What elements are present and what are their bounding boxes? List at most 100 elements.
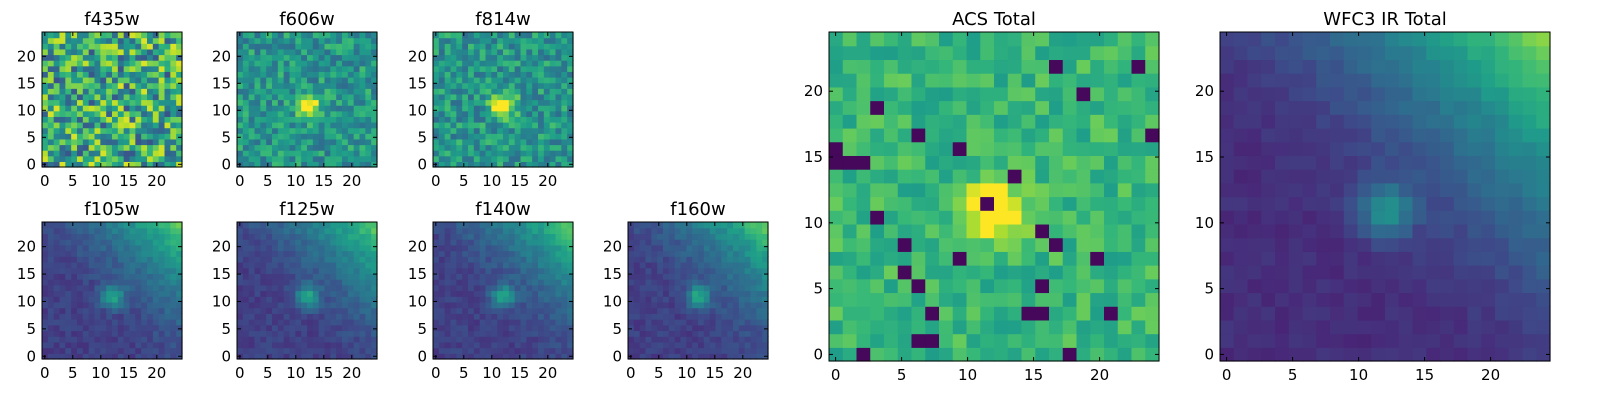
heatmap-cell: [1022, 210, 1036, 224]
heatmap-cell: [272, 319, 278, 325]
heatmap-cell: [284, 245, 290, 251]
heatmap-cell: [89, 262, 95, 268]
heatmap-cell: [898, 279, 912, 293]
heatmap-cell: [727, 239, 733, 245]
heatmap-cell: [290, 111, 296, 117]
heatmap-cell: [439, 313, 445, 319]
heatmap-cell: [348, 83, 354, 89]
heatmap-cell: [342, 116, 348, 122]
heatmap-cell: [561, 111, 567, 117]
heatmap-cell: [165, 291, 171, 297]
heatmap-cell: [939, 238, 953, 252]
heatmap-cell: [112, 239, 118, 245]
heatmap-cell: [556, 222, 562, 228]
heatmap-cell: [336, 296, 342, 302]
heatmap-cell: [634, 285, 640, 291]
heatmap-cell: [95, 128, 101, 134]
heatmap-cell: [681, 313, 687, 319]
heatmap-cell: [925, 87, 939, 101]
heatmap-cell: [544, 139, 550, 145]
heatmap-cell: [83, 94, 89, 100]
heatmap-cell: [509, 32, 515, 38]
heatmap-cell: [249, 77, 255, 83]
heatmap-cell: [360, 150, 366, 156]
heatmap-cell: [939, 32, 953, 46]
heatmap-cell: [60, 71, 66, 77]
heatmap-cell: [462, 279, 468, 285]
heatmap-cell: [721, 342, 727, 348]
heatmap-cell: [439, 116, 445, 122]
heatmap-cell: [95, 245, 101, 251]
heatmap-cell: [89, 49, 95, 55]
heatmap-cell: [445, 49, 451, 55]
heatmap-cell: [354, 245, 360, 251]
heatmap-cell: [278, 150, 284, 156]
heatmap-cell: [1118, 265, 1132, 279]
heatmap-cell: [71, 139, 77, 145]
heatmap-cell: [491, 342, 497, 348]
heatmap-cell: [83, 308, 89, 314]
heatmap-cell: [451, 336, 457, 342]
heatmap-cell: [336, 222, 342, 228]
heatmap-cell: [243, 66, 249, 72]
heatmap-cell: [721, 251, 727, 257]
heatmap-cell: [751, 348, 757, 354]
heatmap-cell: [260, 256, 266, 262]
heatmap-cell: [462, 330, 468, 336]
heatmap-cell: [1385, 306, 1399, 320]
heatmap-cell: [342, 43, 348, 49]
heatmap-cell: [71, 348, 77, 354]
heatmap-cell: [1234, 347, 1248, 361]
heatmap-cell: [433, 116, 439, 122]
heatmap-cell: [710, 245, 716, 251]
heatmap-cell: [884, 114, 898, 128]
x-tick-label: 0: [40, 364, 50, 382]
heatmap-cell: [561, 330, 567, 336]
heatmap-cell: [295, 233, 301, 239]
heatmap-cell: [290, 251, 296, 257]
heatmap-cell: [925, 210, 939, 224]
heatmap-cell: [54, 49, 60, 55]
heatmap-cell: [165, 268, 171, 274]
heatmap-cell: [503, 262, 509, 268]
heatmap-cell: [255, 156, 261, 162]
heatmap-cell: [829, 169, 843, 183]
heatmap-cell: [301, 222, 307, 228]
heatmap-cell: [360, 285, 366, 291]
heatmap-cell: [153, 222, 159, 228]
heatmap-cell: [462, 291, 468, 297]
heatmap-cell: [354, 55, 360, 61]
heatmap-cell: [272, 308, 278, 314]
heatmap-cell: [456, 71, 462, 77]
heatmap-cell: [284, 77, 290, 83]
heatmap-cell: [71, 291, 77, 297]
heatmap-cell: [147, 313, 153, 319]
heatmap-cell: [89, 228, 95, 234]
heatmap-cell: [634, 319, 640, 325]
heatmap-cell: [663, 336, 669, 342]
heatmap-cell: [330, 128, 336, 134]
heatmap-cell: [634, 233, 640, 239]
heatmap-cell: [456, 302, 462, 308]
heatmap-cell: [491, 133, 497, 139]
heatmap-cell: [354, 60, 360, 66]
heatmap-cell: [100, 279, 106, 285]
heatmap-cell: [515, 83, 521, 89]
heatmap-cell: [130, 133, 136, 139]
heatmap-cell: [497, 251, 503, 257]
heatmap-cell: [509, 251, 515, 257]
heatmap-cell: [135, 122, 141, 128]
heatmap-cell: [272, 325, 278, 331]
heatmap-cell: [106, 342, 112, 348]
heatmap-cell: [912, 169, 926, 183]
heatmap-cell: [153, 156, 159, 162]
heatmap-cell: [319, 308, 325, 314]
heatmap-cell: [100, 133, 106, 139]
heatmap-cell: [628, 342, 634, 348]
heatmap-cell: [170, 291, 176, 297]
heatmap-cell: [342, 245, 348, 251]
heatmap-cell: [721, 228, 727, 234]
heatmap-cell: [462, 128, 468, 134]
heatmap-cell: [433, 228, 439, 234]
heatmap-cell: [925, 128, 939, 142]
